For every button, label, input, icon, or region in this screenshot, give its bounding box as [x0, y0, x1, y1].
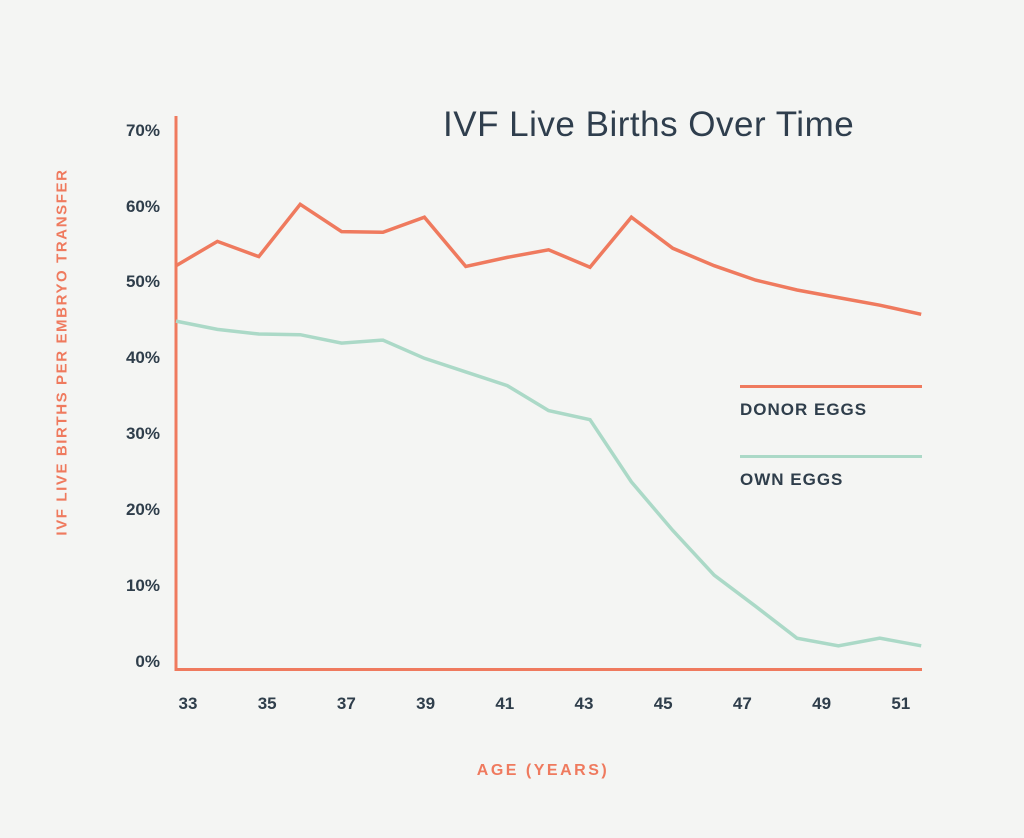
y-tick-label: 20%: [125, 499, 160, 519]
y-tick-label: 40%: [125, 348, 160, 368]
y-tick-label: 10%: [125, 575, 160, 595]
legend-item-donor-eggs: DONOR EGGS: [740, 385, 922, 420]
x-tick-label: 41: [495, 694, 515, 713]
x-tick-label: 35: [257, 694, 277, 713]
x-tick-label: 33: [178, 694, 198, 713]
own-eggs-line-swatch: [740, 455, 922, 458]
chart-title: IVF Live Births Over Time: [443, 105, 855, 144]
y-tick-label: 30%: [125, 424, 160, 444]
x-tick-label: 37: [336, 694, 356, 713]
legend-label-donor-eggs: DONOR EGGS: [740, 400, 868, 419]
y-tick-label: 50%: [125, 272, 160, 292]
own-eggs-line: [175, 319, 922, 648]
x-tick-label: 49: [812, 694, 832, 713]
y-tick-label: 70%: [125, 120, 160, 140]
x-tick-label: 39: [416, 694, 436, 713]
x-tick-label: 45: [653, 694, 673, 713]
y-tick-label: 0%: [135, 651, 160, 671]
x-tick-label: 51: [891, 694, 911, 713]
legend-label-own-eggs: OWN EGGS: [740, 470, 844, 489]
x-tick-label: 47: [732, 694, 752, 713]
x-tick-label: 43: [574, 694, 594, 713]
y-tick-label: 60%: [125, 196, 160, 216]
donor-eggs-line-swatch: [740, 385, 922, 388]
donor-eggs-line: [175, 201, 922, 317]
legend-item-own-eggs: OWN EGGS: [740, 455, 922, 490]
x-axis-title: AGE (YEARS): [476, 762, 610, 779]
